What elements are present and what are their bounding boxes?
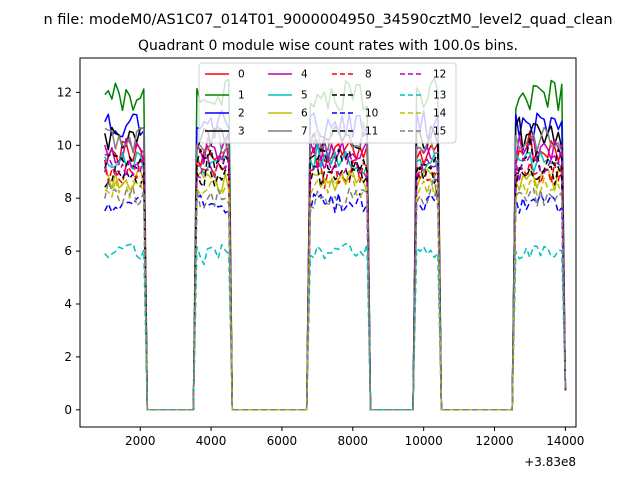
y-tick-label: 2 bbox=[64, 350, 72, 364]
x-tick-label: 12000 bbox=[475, 434, 513, 448]
y-axis: 0 2 4 6 8 10 12 bbox=[57, 85, 80, 417]
legend-label-15: 15 bbox=[433, 126, 446, 138]
legend-label-9: 9 bbox=[365, 90, 372, 102]
legend-label-0: 0 bbox=[238, 69, 245, 81]
y-tick-label: 8 bbox=[64, 191, 72, 205]
legend-label-13: 13 bbox=[433, 90, 446, 102]
y-tick-label: 0 bbox=[64, 403, 72, 417]
y-tick-label: 4 bbox=[64, 297, 72, 311]
legend-label-1: 1 bbox=[238, 90, 245, 102]
x-axis-offset-label: +3.83e8 bbox=[524, 455, 576, 469]
x-tick-label: 2000 bbox=[125, 434, 156, 448]
legend-label-12: 12 bbox=[433, 69, 446, 81]
x-axis: 2000 4000 6000 8000 10000 12000 14000 bbox=[125, 427, 584, 448]
series-line-15 bbox=[104, 174, 567, 411]
legend-label-8: 8 bbox=[365, 69, 372, 81]
legend-label-2: 2 bbox=[238, 108, 245, 120]
y-tick-label: 12 bbox=[57, 85, 72, 99]
legend-frame bbox=[198, 62, 457, 144]
legend-label-7: 7 bbox=[301, 126, 308, 138]
legend-label-10: 10 bbox=[365, 108, 378, 120]
x-tick-label: 10000 bbox=[405, 434, 443, 448]
legend-label-3: 3 bbox=[238, 126, 245, 138]
chart-title: Quadrant 0 module wise count rates with … bbox=[138, 38, 518, 54]
y-tick-label: 10 bbox=[57, 138, 72, 152]
legend-label-11: 11 bbox=[365, 126, 378, 138]
figure-suptitle: n file: modeM0/AS1C07_014T01_9000004950_… bbox=[43, 12, 612, 28]
legend-label-4: 4 bbox=[301, 69, 308, 81]
x-tick-label: 8000 bbox=[338, 434, 369, 448]
plot-frame bbox=[79, 57, 577, 428]
legend-label-6: 6 bbox=[301, 108, 308, 120]
x-tick-label: 4000 bbox=[196, 434, 227, 448]
y-tick-label: 6 bbox=[64, 244, 72, 258]
legend-label-5: 5 bbox=[301, 90, 308, 102]
legend-label-14: 14 bbox=[433, 108, 447, 120]
x-tick-label: 14000 bbox=[546, 434, 584, 448]
x-tick-label: 6000 bbox=[267, 434, 298, 448]
